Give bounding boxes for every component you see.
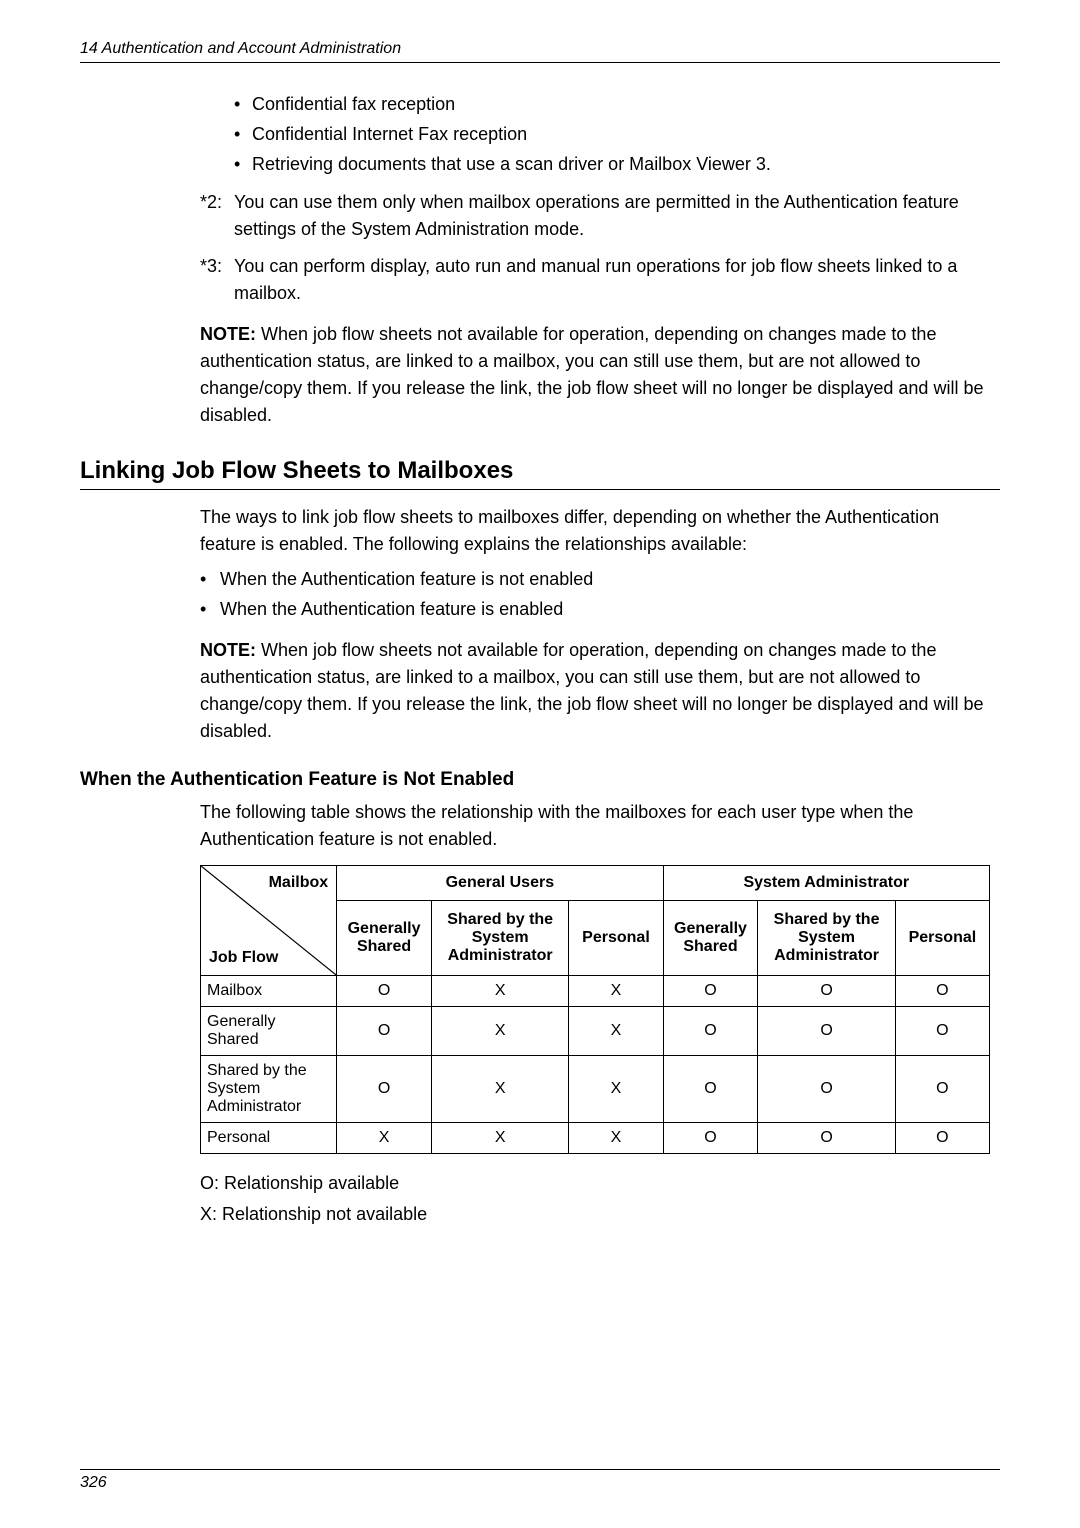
diag-bot-label: Job Flow — [209, 949, 278, 967]
footnote-2: *2: You can use them only when mailbox o… — [200, 189, 990, 243]
bullet-text: When the Authentication feature is not e… — [220, 566, 593, 594]
bullet-text: Confidential fax reception — [252, 91, 455, 119]
cell: O — [663, 1007, 758, 1056]
subsection-heading: When the Authentication Feature is Not E… — [80, 769, 1000, 791]
subsection-intro: The following table shows the relationsh… — [200, 799, 990, 853]
subcol-header: Shared by the System Administrator — [431, 901, 568, 976]
cell: X — [431, 1007, 568, 1056]
cell: X — [569, 1056, 663, 1123]
note-label: NOTE: — [200, 324, 256, 344]
cell: X — [431, 1056, 568, 1123]
subcol-header: Generally Shared — [663, 901, 758, 976]
cell: O — [663, 1123, 758, 1154]
bullet-text: Retrieving documents that use a scan dri… — [252, 151, 771, 179]
legend-o: O: Relationship available — [200, 1168, 990, 1199]
footnote-text: You can perform display, auto run and ma… — [234, 253, 990, 307]
table-row: Shared by the System Administrator O X X… — [201, 1056, 990, 1123]
row-label: Personal — [201, 1123, 337, 1154]
list-item: •When the Authentication feature is enab… — [200, 596, 990, 624]
cell: O — [663, 1056, 758, 1123]
cell: O — [895, 1007, 989, 1056]
subcol-header: Personal — [895, 901, 989, 976]
note-para-1: NOTE: When job flow sheets not available… — [200, 321, 990, 429]
col-group-general: General Users — [337, 866, 663, 901]
cell: X — [569, 976, 663, 1007]
cell: X — [569, 1123, 663, 1154]
running-header: 14 Authentication and Account Administra… — [80, 40, 1000, 63]
intro-bullet-list: •Confidential fax reception •Confidentia… — [234, 91, 990, 179]
bullet-text: When the Authentication feature is enabl… — [220, 596, 563, 624]
col-group-admin: System Administrator — [663, 866, 989, 901]
list-item: •Retrieving documents that use a scan dr… — [234, 151, 990, 179]
relationship-table: Mailbox Job Flow General Users System Ad… — [200, 865, 990, 1154]
cell: O — [758, 1056, 895, 1123]
footnote-3: *3: You can perform display, auto run an… — [200, 253, 990, 307]
diagonal-header: Mailbox Job Flow — [201, 866, 337, 976]
table-row: Generally Shared O X X O O O — [201, 1007, 990, 1056]
cell: X — [431, 976, 568, 1007]
diag-top-label: Mailbox — [269, 874, 329, 892]
bullet-text: Confidential Internet Fax reception — [252, 121, 527, 149]
table-row: Mailbox O X X O O O — [201, 976, 990, 1007]
legend: O: Relationship available X: Relationshi… — [200, 1168, 990, 1229]
row-label: Mailbox — [201, 976, 337, 1007]
list-item: •Confidential Internet Fax reception — [234, 121, 990, 149]
note-para-2: NOTE: When job flow sheets not available… — [200, 637, 990, 745]
cell: O — [663, 976, 758, 1007]
row-label: Shared by the System Administrator — [201, 1056, 337, 1123]
table-row: Personal X X X O O O — [201, 1123, 990, 1154]
cell: O — [337, 1007, 432, 1056]
cell: X — [569, 1007, 663, 1056]
cell: X — [431, 1123, 568, 1154]
note-text: When job flow sheets not available for o… — [200, 640, 983, 741]
legend-x: X: Relationship not available — [200, 1199, 990, 1230]
cell: O — [758, 1007, 895, 1056]
page-footer: 326 — [80, 1469, 1000, 1492]
cell: O — [337, 976, 432, 1007]
cell: O — [758, 976, 895, 1007]
cell: O — [895, 1056, 989, 1123]
list-item: •Confidential fax reception — [234, 91, 990, 119]
footnote-label: *3: — [200, 253, 234, 307]
footnote-text: You can use them only when mailbox opera… — [234, 189, 990, 243]
cell: O — [895, 976, 989, 1007]
cell: O — [337, 1056, 432, 1123]
note-text: When job flow sheets not available for o… — [200, 324, 983, 425]
subcol-header: Shared by the System Administrator — [758, 901, 895, 976]
section-intro: The ways to link job flow sheets to mail… — [200, 504, 990, 558]
cell: O — [758, 1123, 895, 1154]
footnote-label: *2: — [200, 189, 234, 243]
list-item: •When the Authentication feature is not … — [200, 566, 990, 594]
cell: X — [337, 1123, 432, 1154]
note-label: NOTE: — [200, 640, 256, 660]
cell: O — [895, 1123, 989, 1154]
subcol-header: Generally Shared — [337, 901, 432, 976]
section-heading-linking: Linking Job Flow Sheets to Mailboxes — [80, 457, 1000, 490]
row-label: Generally Shared — [201, 1007, 337, 1056]
subcol-header: Personal — [569, 901, 663, 976]
page-number: 326 — [80, 1474, 107, 1491]
